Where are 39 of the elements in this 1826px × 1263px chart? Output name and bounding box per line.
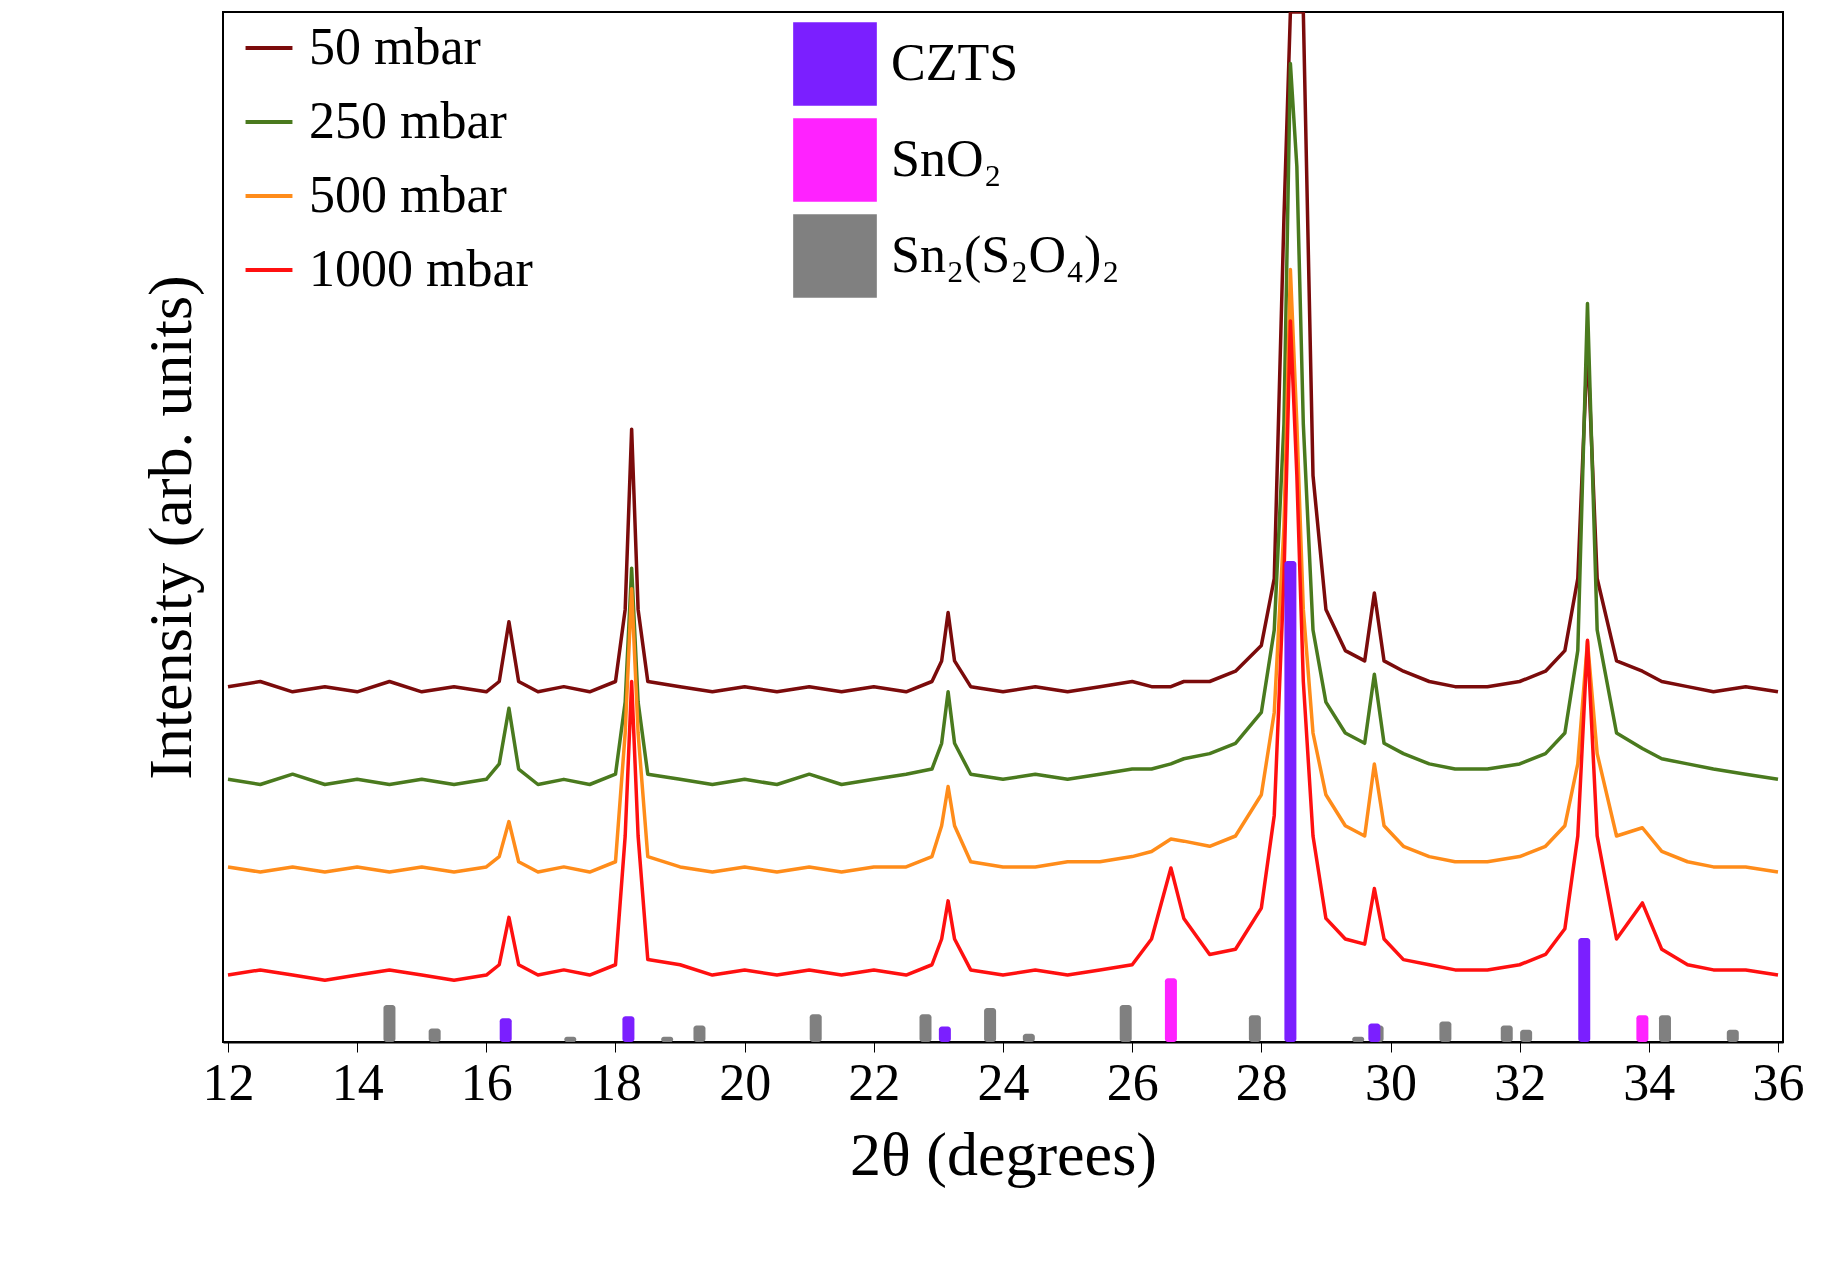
y-axis-title: Intensity (arb. units) [135, 275, 205, 780]
bar [809, 1014, 822, 1042]
bar [693, 1025, 706, 1042]
legend-label: 500 mbar [309, 166, 507, 223]
bar [938, 1026, 951, 1042]
x-tick-label: 18 [590, 1053, 642, 1111]
legend-label: 50 mbar [309, 18, 481, 75]
bar [622, 1016, 635, 1042]
x-tick-label: 14 [331, 1053, 384, 1111]
x-tick-label: 22 [848, 1053, 901, 1111]
legend-label: CZTS [891, 34, 1019, 91]
x-axis-title: 2θ (degrees) [850, 1119, 1157, 1189]
x-tick-label: 34 [1623, 1053, 1676, 1111]
x-tick-label: 24 [977, 1053, 1030, 1111]
bar [1248, 1015, 1261, 1042]
bar [1439, 1021, 1452, 1042]
legend-label: SnO₂ [891, 130, 1002, 187]
legend-label: Sn₂(S₂O₄)₂ [891, 226, 1120, 284]
x-tick-label: 12 [202, 1053, 255, 1111]
bar [383, 1004, 396, 1042]
bar [1164, 978, 1177, 1042]
x-tick-label: 16 [460, 1053, 513, 1111]
legend-label: 1000 mbar [309, 240, 533, 297]
bar [1578, 937, 1591, 1042]
x-tick-label: 28 [1235, 1053, 1288, 1111]
x-tick-label: 32 [1494, 1053, 1547, 1111]
bar [1658, 1015, 1671, 1042]
x-tick-label: 26 [1106, 1053, 1159, 1111]
bar [984, 1008, 997, 1042]
bar [1500, 1025, 1513, 1042]
x-tick-label: 20 [719, 1053, 772, 1111]
legend-label: 250 mbar [309, 92, 507, 149]
bar [1636, 1015, 1649, 1042]
x-tick-label: 36 [1752, 1053, 1805, 1111]
bar [1119, 1004, 1132, 1042]
x-tick-label: 30 [1365, 1053, 1417, 1111]
bar [919, 1014, 932, 1042]
bar [1284, 560, 1297, 1042]
bar [499, 1018, 512, 1042]
